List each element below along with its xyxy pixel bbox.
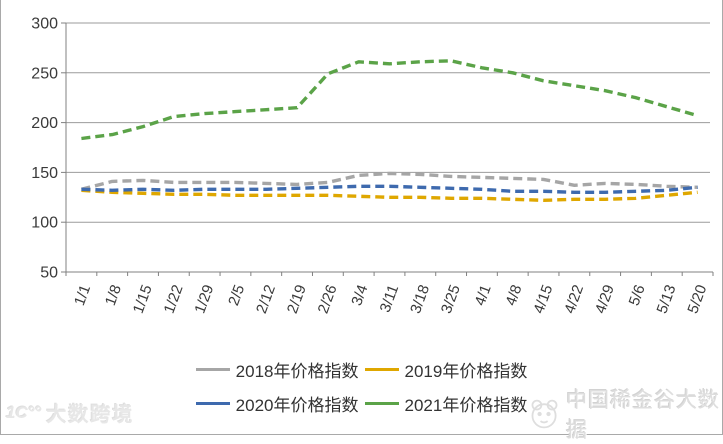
- x-axis-label: 4/8: [502, 283, 525, 308]
- legend-label: 2019年价格指数: [404, 362, 528, 381]
- x-axis-label: 4/1: [472, 283, 495, 308]
- x-axis-label: 2/26: [315, 283, 341, 316]
- y-axis-label: 250: [31, 65, 58, 82]
- legend-label: 2020年价格指数: [235, 396, 359, 415]
- legend-line-swatch: [195, 368, 230, 371]
- x-axis-label: 2/5: [225, 283, 248, 308]
- x-axis-label: 1/1: [71, 283, 94, 308]
- x-axis-label: 5/6: [626, 283, 649, 308]
- x-axis-label: 4/22: [561, 283, 587, 316]
- x-axis-label: 3/11: [377, 283, 403, 315]
- legend-item-3: 2021年价格指数: [364, 391, 528, 416]
- x-axis-label: 4/29: [592, 283, 618, 316]
- x-axis-label: 1/29: [191, 283, 217, 316]
- series-line-0: [80, 171, 698, 191]
- legend-item-1: 2019年价格指数: [364, 357, 528, 382]
- legend-item-0: 2018年价格指数: [195, 357, 359, 382]
- series-line-1: [81, 188, 698, 203]
- legend-label: 2018年价格指数: [235, 362, 359, 381]
- chart-legend: 2018年价格指数 2019年价格指数 2020年价格指数 2021年价格指数: [0, 357, 723, 416]
- y-axis-label: 200: [31, 115, 58, 132]
- x-axis-label: 1/15: [130, 283, 156, 316]
- series-line-2: [81, 184, 698, 195]
- x-axis-label: 1/8: [102, 283, 125, 308]
- legend-row: 2020年价格指数 2021年价格指数: [195, 391, 528, 416]
- x-axis-label: 3/4: [348, 283, 371, 308]
- x-axis-label: 4/15: [530, 283, 556, 316]
- series-line-3: [81, 59, 699, 141]
- y-axis-label: 100: [31, 215, 58, 232]
- legend-row: 2018年价格指数 2019年价格指数: [195, 357, 528, 382]
- y-axis-label: 50: [40, 265, 58, 282]
- y-axis-label: 150: [31, 165, 58, 182]
- legend-line-swatch: [195, 402, 230, 405]
- x-axis-label: 2/19: [284, 283, 310, 316]
- y-axis-label: 300: [31, 16, 58, 33]
- legend-label: 2021年价格指数: [404, 396, 528, 415]
- x-axis-label: 2/12: [253, 283, 279, 316]
- x-axis-label: 5/13: [654, 283, 680, 316]
- legend-line-swatch: [364, 368, 399, 371]
- legend-line-swatch: [364, 402, 399, 405]
- legend-item-2: 2020年价格指数: [195, 391, 359, 416]
- x-axis-label: 1/22: [161, 283, 187, 316]
- x-axis-label: 3/18: [407, 283, 433, 316]
- x-axis-label: 3/25: [438, 283, 464, 316]
- x-axis-label: 5/20: [684, 283, 710, 316]
